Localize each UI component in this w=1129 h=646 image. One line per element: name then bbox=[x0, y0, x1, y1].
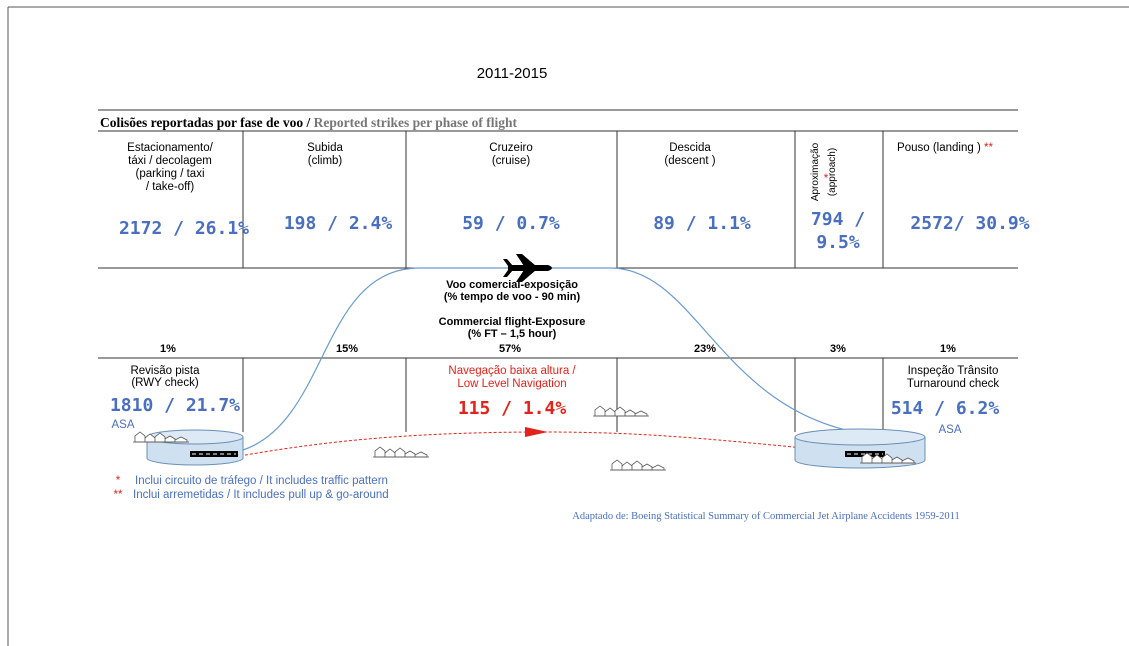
exposure: 1% bbox=[160, 343, 176, 355]
phase-mark: * bbox=[824, 173, 829, 185]
ground-label: Turnaround check bbox=[907, 378, 1000, 390]
phase-value: 89 / 1.1% bbox=[653, 213, 751, 234]
area-label: ASA bbox=[111, 419, 134, 431]
note-text: Inclui circuito de tráfego / It includes… bbox=[135, 475, 388, 487]
area-label: ASA bbox=[938, 424, 961, 436]
source: Adaptado de: Boeing Statistical Summary … bbox=[572, 511, 959, 522]
ground-label: Revisão pista bbox=[130, 365, 200, 377]
ground-label: Navegação baixa altura / bbox=[448, 365, 576, 377]
ground-value: 514 / 6.2% bbox=[891, 398, 1000, 419]
exposure: 57% bbox=[499, 343, 521, 355]
note-mark: ** bbox=[114, 489, 123, 501]
phase-value: 2172 / 26.1% bbox=[119, 218, 249, 239]
phase-label: Subida bbox=[307, 142, 343, 154]
arrow bbox=[525, 427, 548, 437]
phase-value: 59 / 0.7% bbox=[462, 213, 560, 234]
phase-mark: ** bbox=[984, 142, 993, 154]
note-mark: * bbox=[116, 475, 121, 487]
airport-left bbox=[133, 430, 243, 465]
phase-label: Estacionamento/ bbox=[127, 142, 213, 154]
phase-label: táxi / decolagem bbox=[128, 155, 212, 167]
phase-value: 2572/ 30.9% bbox=[910, 213, 1029, 234]
exposure-title: Voo comercial-exposição bbox=[446, 279, 578, 291]
houses bbox=[593, 406, 649, 416]
phase-label: Cruzeiro bbox=[489, 142, 532, 154]
exposure: 23% bbox=[694, 343, 716, 355]
title-pt: Colisões reportadas por fase de voo / bbox=[100, 115, 310, 130]
airport-right bbox=[795, 429, 925, 468]
phase-value: 198 / 2.4% bbox=[284, 213, 393, 234]
phase-value: 9.5% bbox=[816, 232, 860, 253]
exposure-title: (% tempo de voo - 90 min) bbox=[444, 291, 581, 303]
phase-label: (descent ) bbox=[664, 155, 715, 167]
ground-label: Low Level Navigation bbox=[457, 378, 566, 390]
phase-label: / take-off) bbox=[146, 181, 195, 193]
phase-label: (parking / taxi bbox=[135, 168, 204, 180]
airplane bbox=[503, 254, 552, 282]
phase-label: Aproximação bbox=[810, 142, 821, 201]
title-en: Reported strikes per phase of flight bbox=[314, 115, 518, 130]
phase-label: (approach) bbox=[827, 148, 838, 196]
phase-label: (cruise) bbox=[492, 155, 531, 167]
exposure: 1% bbox=[940, 343, 956, 355]
year: 2011-2015 bbox=[477, 65, 548, 82]
exposure-title: (% FT – 1,5 hour) bbox=[468, 328, 557, 340]
phase-value: 794 / bbox=[811, 209, 865, 230]
slide: 2011-2015 Colisões reportadas por fase d… bbox=[0, 0, 1129, 646]
table-title: Colisões reportadas por fase de voo / Re… bbox=[100, 115, 517, 130]
ground-value: 115 / 1.4% bbox=[458, 398, 567, 419]
exposure: 3% bbox=[830, 343, 846, 355]
exposure: 15% bbox=[336, 343, 358, 355]
houses bbox=[610, 460, 666, 470]
phase-label: Descida bbox=[669, 142, 711, 154]
phase-label: Pouso (landing ) ** bbox=[897, 142, 993, 154]
phase-label: (climb) bbox=[308, 155, 343, 167]
low-level-path bbox=[240, 432, 845, 456]
phase-label: Pouso (landing ) bbox=[897, 142, 981, 154]
ground-label: Inspeção Trânsito bbox=[908, 365, 999, 377]
note-text: Inclui arremetidas / It includes pull up… bbox=[133, 489, 389, 501]
houses bbox=[373, 447, 429, 457]
exposure-title: Commercial flight-Exposure bbox=[439, 316, 586, 328]
ground-value: 1810 / 21.7% bbox=[110, 395, 240, 416]
ground-label: (RWY check) bbox=[131, 377, 198, 389]
